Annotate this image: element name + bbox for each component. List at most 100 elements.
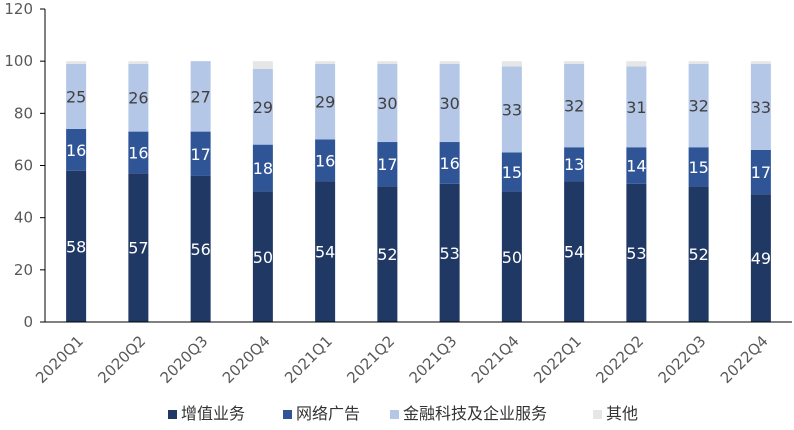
bar-segment: [377, 142, 398, 187]
bar-segment: [128, 173, 149, 322]
bar-segment: [377, 63, 398, 143]
bar-segment: [501, 191, 522, 322]
x-tick-label: 2020Q1: [32, 332, 87, 387]
bar-segment: [750, 61, 771, 64]
data-label: 53: [626, 244, 646, 263]
legend-label: 增值业务: [181, 404, 245, 423]
legend-swatch: [390, 410, 399, 419]
y-tick-label: 60: [14, 157, 33, 175]
bar-segment: [626, 183, 647, 322]
bar-segment: [750, 194, 771, 322]
data-label: 58: [66, 237, 86, 256]
data-label: 17: [377, 155, 397, 174]
data-label: 57: [128, 239, 148, 258]
data-label: 56: [190, 240, 210, 259]
data-label: 54: [564, 243, 584, 262]
bar-segment: [439, 142, 460, 184]
bar-segment: [626, 147, 647, 184]
legend-label: 网络广告: [296, 404, 360, 423]
bar-segment: [128, 131, 149, 174]
data-label: 29: [315, 93, 335, 112]
bar-segment: [439, 61, 460, 64]
data-label: 13: [564, 155, 584, 174]
bar-segment: [626, 66, 647, 148]
bar-segment: [190, 61, 211, 132]
bar-segment: [564, 147, 585, 182]
data-label: 16: [128, 143, 148, 162]
bar-segment: [688, 186, 709, 322]
legend-label: 金融科技及企业服务: [403, 404, 547, 423]
bar-segment: [190, 175, 211, 322]
bar-segment: [66, 170, 87, 322]
data-label: 30: [377, 94, 397, 113]
data-label: 53: [439, 244, 459, 263]
data-label: 33: [502, 100, 522, 119]
data-label: 27: [190, 87, 210, 106]
x-axis: 2020Q1 2020Q2 2020Q3 2020Q4 2021Q1 2021Q2 2021…: [32, 321, 792, 387]
data-label: 50: [502, 248, 522, 267]
data-label: 14: [626, 157, 646, 176]
bar-segment: [315, 61, 336, 64]
data-label: 50: [253, 248, 273, 267]
bar-segment: [66, 61, 87, 64]
bar-segment: [564, 63, 585, 148]
y-tick-label: 0: [23, 313, 33, 331]
data-label: 18: [253, 159, 273, 178]
bar-segment: [439, 63, 460, 143]
bar-segment: [377, 61, 398, 64]
bar-segment: [252, 144, 273, 192]
bar-segment: [190, 131, 211, 176]
y-axis: 0 20 40 60 80 100 120: [4, 0, 46, 331]
data-label: 31: [626, 98, 646, 117]
bar-segment: [501, 152, 522, 192]
x-tick-label: 2022Q2: [592, 332, 647, 387]
x-tick-label: 2021Q2: [343, 332, 398, 387]
x-tick-label: 2022Q3: [655, 332, 710, 387]
x-tick-label: 2020Q4: [219, 332, 274, 387]
bars: 58 16 25 57 16 26 56 17 27 50 18 29 54 16 29 52 17 30 53 16…: [66, 61, 771, 322]
bar-segment: [315, 139, 336, 182]
bar-segment: [128, 63, 149, 132]
bar-segment: [66, 63, 87, 129]
x-tick-label: 2022Q4: [717, 332, 772, 387]
data-label: 16: [66, 141, 86, 160]
bar-segment: [564, 61, 585, 64]
y-tick-label: 120: [4, 0, 33, 18]
x-tick-label: 2021Q4: [468, 332, 523, 387]
data-label: 16: [439, 154, 459, 173]
x-tick-label: 2020Q3: [157, 332, 212, 387]
bar-segment: [66, 128, 87, 171]
legend-label: 其他: [606, 404, 638, 423]
data-label: 32: [564, 97, 584, 116]
bar-segment: [501, 66, 522, 153]
data-label: 32: [688, 97, 708, 116]
legend-swatch: [593, 410, 602, 419]
bar-segment: [377, 186, 398, 322]
bar-segment: [439, 183, 460, 322]
data-label: 17: [751, 163, 771, 182]
data-label: 26: [128, 89, 148, 108]
x-tick-label: 2021Q1: [281, 332, 336, 387]
legend-swatch: [168, 410, 177, 419]
data-label: 16: [315, 151, 335, 170]
data-label: 15: [688, 158, 708, 177]
data-label: 33: [751, 98, 771, 117]
bar-segment: [252, 61, 273, 69]
y-tick-label: 20: [14, 261, 33, 279]
bar-segment: [252, 68, 273, 145]
bar-segment: [688, 147, 709, 187]
bar-segment: [501, 61, 522, 67]
y-tick-label: 100: [4, 52, 33, 70]
data-label: 29: [253, 98, 273, 117]
data-label: 54: [315, 243, 335, 262]
bar-segment: [315, 181, 336, 322]
data-label: 17: [190, 145, 210, 164]
legend-swatch: [283, 410, 292, 419]
bar-segment: [688, 63, 709, 148]
data-label: 25: [66, 87, 86, 106]
bar-segment: [252, 191, 273, 322]
bar-segment: [128, 61, 149, 64]
bar-segment: [315, 63, 336, 140]
data-label: 52: [377, 245, 397, 264]
